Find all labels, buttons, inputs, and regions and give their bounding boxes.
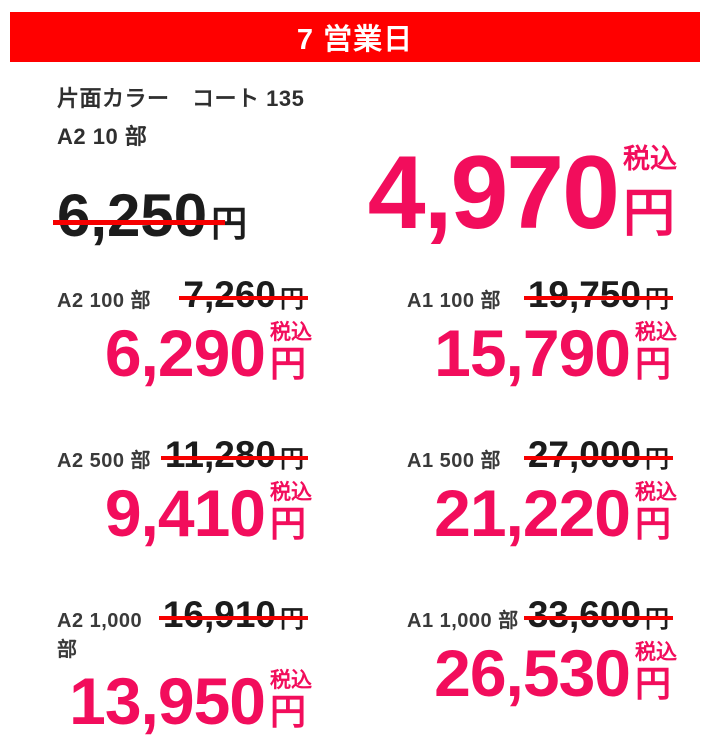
product-info: 片面カラー コート 135 A2 10 部 bbox=[57, 80, 304, 156]
tax-included-label: 税込 bbox=[635, 641, 677, 664]
price-cell-a2-100: A2 100 部 7,260 円 6,290 税込 円 bbox=[57, 274, 312, 391]
old-price-value: 27,000 bbox=[527, 434, 641, 475]
tax-yen-stack: 税込 円 bbox=[635, 641, 677, 705]
new-price-value: 9,410 bbox=[104, 476, 266, 551]
tax-included-label: 税込 bbox=[623, 144, 677, 174]
price-grid: A2 100 部 7,260 円 6,290 税込 円 A1 100 部 19,… bbox=[57, 274, 677, 738]
hero-new-price: 4,970 税込 円 bbox=[367, 134, 677, 251]
yen-unit: 円 bbox=[623, 184, 676, 243]
new-price-value: 26,530 bbox=[434, 636, 631, 711]
yen-unit: 円 bbox=[280, 606, 304, 633]
tax-yen-stack: 税込 円 bbox=[623, 144, 677, 243]
tax-included-label: 税込 bbox=[270, 669, 312, 692]
yen-unit: 円 bbox=[645, 606, 669, 633]
yen-unit: 円 bbox=[270, 503, 307, 545]
yen-unit: 円 bbox=[270, 691, 307, 733]
tax-yen-stack: 税込 円 bbox=[635, 481, 677, 545]
old-price-strikethrough: 19,750 円 bbox=[523, 274, 674, 315]
yen-unit: 円 bbox=[645, 286, 669, 313]
yen-unit: 円 bbox=[635, 343, 672, 385]
old-price-strikethrough: 33,600 円 bbox=[523, 594, 674, 635]
price-cell-a1-1000: A1 1,000 部 33,600 円 26,530 税込 円 bbox=[407, 596, 677, 728]
cell-label: A1 1,000 部 bbox=[407, 610, 519, 632]
old-price-value: 19,750 bbox=[527, 274, 641, 315]
old-price-strikethrough: 6,250 円 bbox=[52, 182, 248, 249]
yen-unit: 円 bbox=[211, 203, 248, 244]
old-price-value: 33,600 bbox=[527, 594, 641, 635]
yen-unit: 円 bbox=[280, 446, 304, 473]
new-price: 26,530 税込 円 bbox=[407, 636, 677, 711]
product-spec-line: 片面カラー コート 135 bbox=[57, 86, 305, 111]
old-price-value: 6,250 bbox=[57, 182, 208, 249]
new-price: 21,220 税込 円 bbox=[407, 476, 677, 551]
tax-included-label: 税込 bbox=[635, 321, 677, 344]
yen-unit: 円 bbox=[270, 343, 307, 385]
new-price: 13,950 税込 円 bbox=[57, 664, 312, 738]
lead-time-label: 7 営業日 bbox=[296, 24, 414, 56]
price-cell-a2-500: A2 500 部 11,280 円 9,410 税込 円 bbox=[57, 434, 312, 551]
old-price-strikethrough: 11,280 円 bbox=[160, 434, 309, 475]
new-price-value: 6,290 bbox=[104, 316, 266, 391]
price-cell-a2-1000: A2 1,000 部 16,910 円 13,950 税込 円 bbox=[57, 594, 312, 738]
new-price: 9,410 税込 円 bbox=[57, 476, 312, 551]
old-price-value: 7,260 bbox=[183, 274, 276, 315]
yen-unit: 円 bbox=[280, 286, 304, 313]
cell-label: A2 100 部 bbox=[57, 290, 152, 312]
old-price-strikethrough: 16,910 円 bbox=[158, 594, 309, 635]
old-price-value: 16,910 bbox=[162, 594, 276, 635]
tax-yen-stack: 税込 円 bbox=[270, 669, 312, 733]
price-cell-a1-100: A1 100 部 19,750 円 15,790 税込 円 bbox=[407, 274, 677, 391]
yen-unit: 円 bbox=[635, 503, 672, 545]
old-price-strikethrough: 7,260 円 bbox=[179, 274, 308, 315]
cell-label: A2 500 部 bbox=[57, 450, 152, 472]
cell-label: A1 500 部 bbox=[407, 450, 502, 472]
cell-label: A1 100 部 bbox=[407, 290, 502, 312]
new-price-value: 13,950 bbox=[69, 664, 266, 738]
hero-old-price: 6,250 円 bbox=[52, 182, 248, 249]
lead-time-banner: 7 営業日 bbox=[10, 12, 700, 62]
tax-yen-stack: 税込 円 bbox=[270, 481, 312, 545]
tax-yen-stack: 税込 円 bbox=[635, 321, 677, 385]
new-price: 15,790 税込 円 bbox=[407, 316, 677, 391]
new-price: 6,290 税込 円 bbox=[57, 316, 312, 391]
tax-included-label: 税込 bbox=[270, 321, 312, 344]
yen-unit: 円 bbox=[635, 663, 672, 705]
old-price-strikethrough: 27,000 円 bbox=[523, 434, 674, 475]
tax-included-label: 税込 bbox=[635, 481, 677, 504]
old-price-value: 11,280 bbox=[164, 434, 276, 475]
yen-unit: 円 bbox=[645, 446, 669, 473]
tax-yen-stack: 税込 円 bbox=[270, 321, 312, 385]
cell-label: A2 1,000 部 bbox=[57, 610, 143, 661]
tax-included-label: 税込 bbox=[270, 481, 312, 504]
new-price-value: 15,790 bbox=[434, 316, 631, 391]
product-size-line: A2 10 部 bbox=[57, 124, 148, 149]
new-price-value: 21,220 bbox=[434, 476, 631, 551]
price-cell-a1-500: A1 500 部 27,000 円 21,220 税込 円 bbox=[407, 434, 677, 551]
new-price-value: 4,970 bbox=[367, 134, 620, 251]
